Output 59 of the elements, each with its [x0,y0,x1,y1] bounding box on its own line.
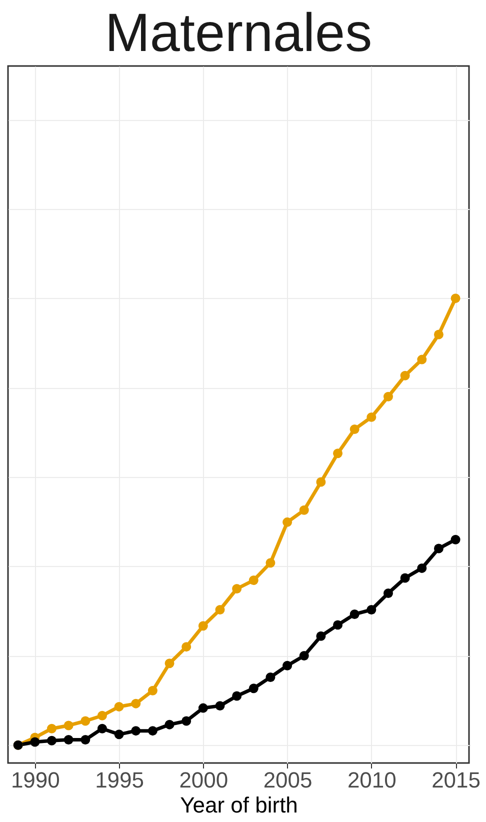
x-tick-label: 2015 [432,768,481,792]
point [232,691,242,701]
point [97,724,107,734]
point [182,642,192,652]
x-tick-label: 2005 [263,768,312,792]
point [198,621,208,631]
point [131,726,141,736]
point [450,294,460,304]
point [282,517,292,527]
point [282,660,292,670]
point [299,651,309,661]
point [266,558,276,568]
point [400,370,410,380]
point [148,686,158,696]
point [64,720,74,730]
x-tick-label: 1995 [95,768,144,792]
point [384,392,393,402]
point [266,672,276,682]
point [417,563,427,573]
point [164,720,174,730]
point [114,730,124,740]
point [215,605,225,614]
point [434,544,444,554]
point [232,584,242,594]
point [80,735,90,744]
x-tick-label: 2000 [179,768,228,792]
point [299,505,309,515]
chart-title: Maternales [104,3,372,63]
point [215,701,225,711]
point [148,726,158,736]
point [47,724,56,734]
point [248,684,258,694]
point [164,658,174,668]
point [384,588,393,598]
point [131,698,141,708]
point [80,716,90,726]
point [333,448,343,458]
x-tick-label: 1990 [10,768,60,792]
point [434,330,444,340]
point [316,631,326,641]
point [316,477,326,487]
point [333,620,343,630]
point [47,736,56,746]
point [417,354,427,364]
point [97,710,107,720]
x-axis-title: Year of birth [180,792,298,818]
point [198,703,208,713]
point [248,576,258,585]
point [366,605,376,614]
point [400,573,410,583]
point [350,424,360,434]
point [182,716,192,726]
point [30,737,40,747]
point [450,534,460,544]
point [350,609,360,619]
point [114,702,124,712]
point [366,412,376,422]
x-tick-label: 2010 [347,768,396,792]
point [64,735,74,744]
